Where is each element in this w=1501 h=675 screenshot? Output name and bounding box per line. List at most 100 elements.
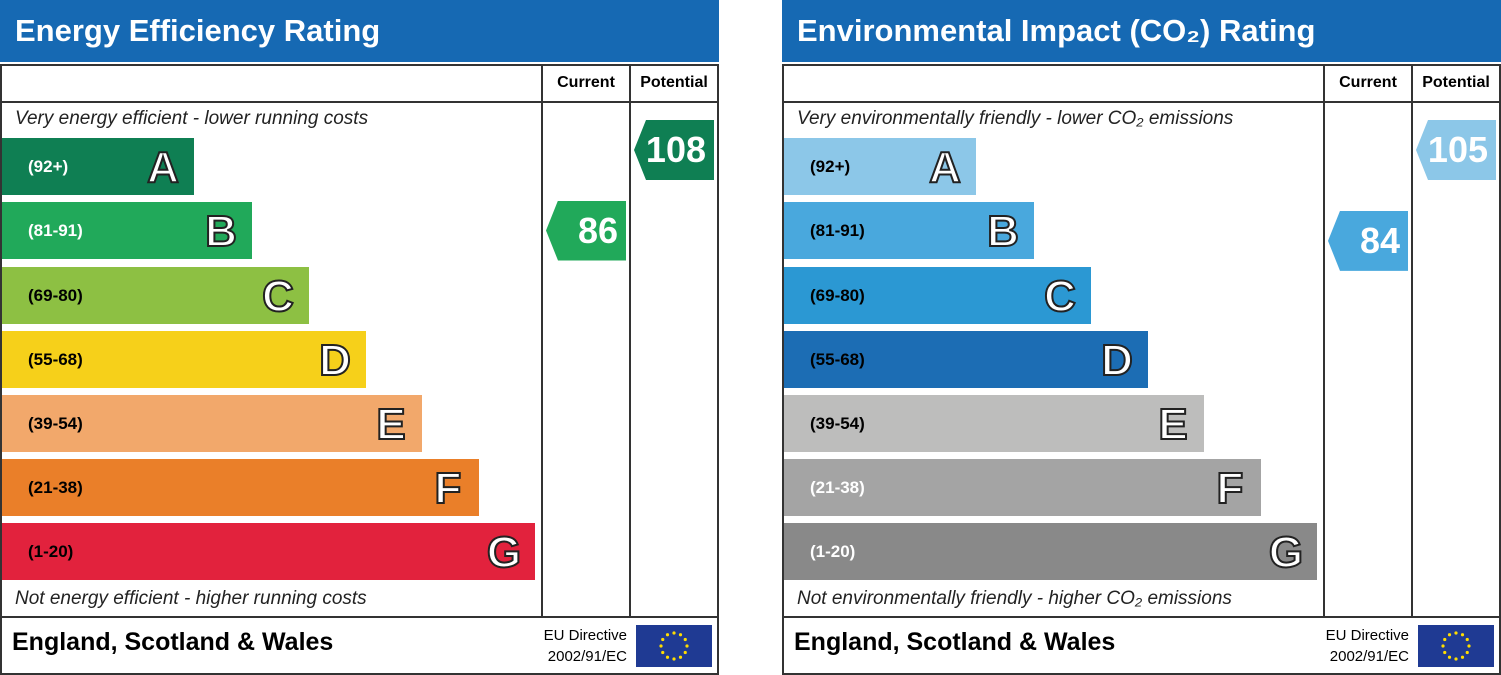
- top-note: Very environmentally friendly - lower CO…: [797, 108, 1234, 129]
- rating-panel: Environmental Impact (CO₂) Rating Current…: [782, 0, 1501, 675]
- rating-band: (1-20) G: [2, 523, 535, 580]
- band-range: (1-20): [810, 542, 856, 561]
- flag-star: [1465, 637, 1469, 642]
- band-range: (21-38): [810, 478, 865, 497]
- panel-title: Energy Efficiency Rating: [0, 0, 719, 62]
- current-header: Current: [1339, 74, 1397, 91]
- rating-band: (69-80) C: [2, 267, 309, 324]
- flag-star: [659, 644, 663, 648]
- eu-directive-code: 2002/91/EC: [547, 648, 627, 665]
- band-letter: C: [262, 272, 294, 321]
- band-letter: B: [205, 207, 237, 256]
- divider: [629, 64, 631, 618]
- panel-title: Environmental Impact (CO₂) Rating: [782, 0, 1501, 62]
- band-letter-box: A: [928, 142, 962, 193]
- flag-star: [685, 644, 689, 648]
- panel-frame: [782, 64, 1501, 675]
- flag-star: [1443, 637, 1447, 642]
- rating-band: (21-38) F: [784, 459, 1261, 516]
- eu-directive-code: 2002/91/EC: [1329, 648, 1409, 665]
- rating-band: (92+) A: [784, 138, 976, 195]
- eu-flag: [636, 625, 712, 667]
- flag-star: [1460, 655, 1465, 659]
- potential-rating-arrow: 108: [634, 120, 714, 180]
- band-range: (69-80): [28, 286, 83, 305]
- band-range: (81-91): [28, 221, 83, 240]
- band-letter: E: [376, 400, 405, 449]
- band-letter: B: [987, 207, 1019, 256]
- band-letter: D: [1101, 336, 1133, 385]
- band-range: (69-80): [810, 286, 865, 305]
- band-letter-box: D: [1100, 335, 1134, 386]
- rating-band: (69-80) C: [784, 267, 1091, 324]
- band-letter-box: F: [1216, 463, 1245, 514]
- band-letter: C: [1044, 272, 1076, 321]
- band-letter-box: B: [204, 206, 238, 257]
- band-letter-box: G: [486, 527, 522, 578]
- band-range: (55-68): [28, 350, 83, 369]
- flag-star: [1467, 644, 1471, 648]
- band-letter: G: [1269, 528, 1303, 577]
- band-letter-box: E: [1157, 399, 1188, 450]
- eu-directive: EU Directive: [1325, 627, 1409, 644]
- flag-star: [1465, 650, 1469, 655]
- rating-band: (81-91) B: [784, 202, 1034, 259]
- band-range: (92+): [28, 157, 69, 176]
- flag-star: [1447, 655, 1452, 659]
- flag-star: [661, 637, 665, 642]
- flag-bg: [636, 625, 712, 667]
- band-range: (55-68): [810, 350, 865, 369]
- potential-rating-arrow: 105: [1416, 120, 1496, 180]
- bottom-note: Not energy efficient - higher running co…: [15, 588, 367, 609]
- eu-flag: [1418, 625, 1494, 667]
- band-letter: F: [435, 464, 462, 513]
- divider: [0, 101, 719, 103]
- rating-panel: Energy Efficiency Rating Current Potential…: [0, 0, 719, 675]
- rating-band: (39-54) E: [784, 395, 1204, 452]
- flag-star: [672, 631, 676, 635]
- band-letter-box: D: [318, 335, 352, 386]
- current-rating-arrow: 84: [1328, 210, 1408, 271]
- flag-star: [665, 655, 670, 659]
- band-letter-box: A: [146, 142, 180, 193]
- rating-band: (1-20) G: [784, 523, 1317, 580]
- divider: [0, 616, 719, 618]
- divider: [782, 616, 1501, 618]
- band-letter-box: C: [1043, 271, 1077, 322]
- band-range: (1-20): [28, 542, 74, 561]
- flag-bg: [1418, 625, 1494, 667]
- current-rating-arrow: 86: [546, 200, 626, 261]
- band-range: (92+): [810, 157, 851, 176]
- band-letter-box: G: [1268, 527, 1304, 578]
- band-letter: E: [1158, 400, 1187, 449]
- flag-star: [678, 655, 683, 659]
- flag-star: [665, 633, 670, 637]
- flag-star: [1443, 650, 1447, 655]
- band-range: (21-38): [28, 478, 83, 497]
- band-range: (39-54): [810, 414, 865, 433]
- band-letter-box: B: [986, 206, 1020, 257]
- flag-star: [1447, 633, 1452, 637]
- divider: [1411, 64, 1413, 618]
- eu-directive: EU Directive: [543, 627, 627, 644]
- region: England, Scotland & Wales: [12, 628, 334, 656]
- flag-star: [683, 637, 687, 642]
- flag-star: [1454, 631, 1458, 635]
- band-range: (81-91): [810, 221, 865, 240]
- flag-star: [1460, 633, 1465, 637]
- band-letter: A: [147, 143, 179, 192]
- band-letter: F: [1217, 464, 1244, 513]
- flag-star: [1454, 657, 1458, 661]
- rating-band: (92+) A: [2, 138, 194, 195]
- current-header: Current: [557, 74, 615, 91]
- potential-header: Potential: [640, 74, 708, 91]
- band-letter-box: F: [434, 463, 463, 514]
- flag-star: [683, 650, 687, 655]
- band-letter-box: E: [375, 399, 406, 450]
- rating-band: (55-68) D: [2, 331, 366, 388]
- band-letter-box: C: [261, 271, 295, 322]
- rating-band: (55-68) D: [784, 331, 1148, 388]
- flag-star: [678, 633, 683, 637]
- band-letter: A: [929, 143, 961, 192]
